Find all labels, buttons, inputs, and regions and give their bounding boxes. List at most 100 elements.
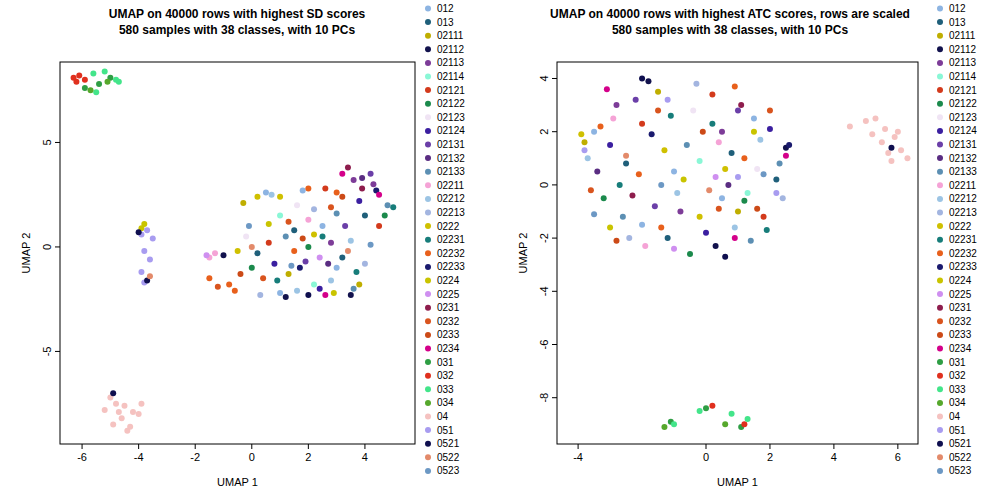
point (226, 282, 232, 288)
point (257, 292, 263, 298)
point (581, 147, 587, 153)
legend-swatch (425, 386, 431, 392)
point (706, 187, 712, 193)
point (767, 126, 773, 132)
legend-swatch (937, 346, 943, 352)
point (362, 261, 368, 267)
legend-label: 02124 (949, 125, 977, 136)
legend-swatch (937, 60, 943, 66)
y-tick-label: -2 (538, 233, 550, 243)
legend-label: 02231 (949, 234, 977, 245)
point (240, 200, 246, 206)
figure: UMAP on 40000 rows with highest SD score… (0, 0, 1008, 504)
legend-swatch (937, 441, 943, 447)
point (368, 171, 374, 177)
point (116, 409, 122, 415)
point (671, 246, 677, 252)
legend-swatch (425, 318, 431, 324)
point (232, 288, 238, 294)
point (677, 209, 683, 215)
legend-swatch (425, 414, 431, 420)
legend-label: 02211 (949, 180, 977, 191)
legend-label: 02123 (437, 112, 465, 123)
plot-frame (60, 62, 415, 444)
point (700, 129, 706, 135)
legend-swatch (937, 373, 943, 379)
legend-label: 0523 (437, 465, 460, 476)
legend-label: 051 (949, 425, 966, 436)
legend-label: 031 (949, 357, 966, 368)
legend-label: 012 (437, 3, 454, 14)
legend-swatch (425, 6, 431, 12)
legend-label: 051 (437, 425, 454, 436)
point (300, 188, 306, 194)
point (283, 294, 289, 300)
point (382, 213, 388, 219)
legend-swatch (425, 74, 431, 80)
point (144, 227, 150, 233)
legend-label: 0222 (949, 221, 972, 232)
legend-swatch (937, 359, 943, 365)
point (716, 206, 722, 212)
point (684, 142, 690, 148)
y-tick-label: -5 (41, 347, 53, 357)
point (847, 123, 853, 129)
point (629, 193, 635, 199)
point (334, 211, 340, 217)
point (658, 224, 664, 230)
point (136, 411, 142, 417)
y-axis-label: UMAP 2 (517, 233, 529, 274)
legend-swatch (937, 142, 943, 148)
point (305, 292, 311, 298)
legend-swatch (425, 101, 431, 107)
legend-swatch (937, 74, 943, 80)
point (668, 113, 674, 119)
point (303, 259, 309, 265)
point (671, 421, 677, 427)
point (138, 401, 144, 407)
legend-label: 04 (437, 411, 449, 422)
point (345, 165, 351, 171)
point (639, 222, 645, 228)
legend-label: 0234 (437, 343, 460, 354)
point (732, 224, 738, 230)
point (748, 238, 754, 244)
point (294, 202, 300, 208)
x-tick-label: 4 (831, 451, 837, 463)
legend-label: 0522 (437, 452, 460, 463)
point (328, 277, 334, 283)
point (665, 235, 671, 241)
point (716, 139, 722, 145)
point (331, 290, 337, 296)
legend-swatch (425, 114, 431, 120)
legend-swatch (425, 305, 431, 311)
legend-label: 02233 (949, 261, 977, 272)
x-tick (897, 444, 898, 449)
legend-swatch (425, 223, 431, 229)
legend-label: 02124 (437, 125, 465, 136)
point (102, 407, 108, 413)
point (269, 192, 275, 198)
legend-label: 0222 (437, 221, 460, 232)
point (339, 254, 345, 260)
point (345, 248, 351, 254)
point (88, 87, 94, 93)
legend-swatch (425, 278, 431, 284)
subtitle: 580 samples with 38 classes, with 10 PCs (612, 23, 848, 37)
legend-swatch (425, 46, 431, 52)
point (102, 68, 108, 74)
legend-label: 02233 (437, 261, 465, 272)
legend-swatch (425, 441, 431, 447)
legend-swatch (425, 427, 431, 433)
point (121, 403, 127, 409)
legend-label: 02232 (437, 248, 465, 259)
point (322, 185, 328, 191)
subtitle: 580 samples with 38 classes, with 10 PCs (119, 23, 355, 37)
legend-swatch (425, 182, 431, 188)
point (681, 177, 687, 183)
point (328, 204, 334, 210)
point (879, 139, 885, 145)
legend-swatch (425, 128, 431, 134)
point (617, 182, 623, 188)
plot-frame (557, 62, 918, 444)
